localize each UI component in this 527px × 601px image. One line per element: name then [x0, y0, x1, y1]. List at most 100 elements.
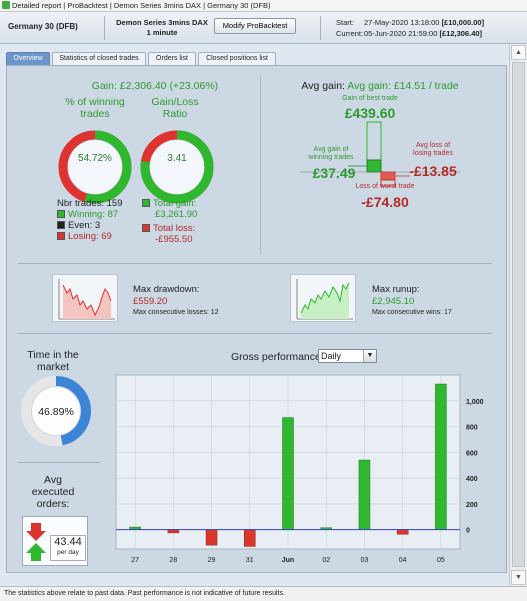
total-loss-label: Total loss:	[153, 223, 196, 234]
time-in-market-value: 46.89%	[38, 406, 74, 418]
y-tick-label: 400	[466, 476, 478, 483]
tab-detailed-report[interactable]: Detailed report	[12, 1, 62, 10]
runup-title: Max runup:	[372, 284, 420, 295]
tab-statistics-closed-trades[interactable]: Statistics of closed trades	[52, 52, 146, 65]
drawdown-title: Max drawdown:	[133, 284, 200, 295]
section-divider	[260, 76, 261, 254]
bar-29[interactable]	[205, 529, 218, 546]
time-in-market-title: Time in the market	[27, 349, 79, 373]
gain-loss-totals: Total gain: £3,261.90 Total loss: -£955.…	[142, 198, 197, 245]
x-tick-label: 27	[131, 557, 139, 564]
start-date: 27-May-2020 13:18:00 [£10,000.00]	[364, 18, 485, 27]
avg-gain-value: Avg gain: £14.51 / trade	[347, 80, 459, 92]
best-trade-label: Gain of best trade	[342, 95, 398, 102]
tab-orders-list[interactable]: Orders list	[148, 52, 196, 65]
total-gain-label: Total gain:	[153, 198, 197, 209]
bar-Jun[interactable]	[282, 417, 294, 530]
drawdown-area	[63, 285, 111, 319]
current-label: Current:	[336, 29, 364, 38]
section-divider	[18, 263, 492, 264]
avg-orders-badge: 43.44 per day	[50, 535, 86, 561]
gain-title: Gain: £2,306.40 (+23.06%)	[91, 80, 219, 92]
current-capital: [£12,306.40]	[439, 29, 483, 38]
winning-legend-icon	[57, 210, 65, 218]
winning-trades-title: % of winning trades	[65, 96, 125, 120]
tab-instrument[interactable]: Germany 30 (DFB)	[207, 1, 271, 10]
period-selected: Daily	[321, 351, 342, 361]
report-header: Germany 30 (DFB) Demon Series 3mins DAX …	[0, 12, 527, 44]
strategy-name-block: Demon Series 3mins DAX 1 minute	[107, 18, 217, 38]
winning-pct: 54.72%	[78, 153, 112, 164]
avg-gain-title: Avg gain: Avg gain: £14.51 / trade	[301, 80, 459, 92]
tab-probacktest[interactable]: ProBacktest	[67, 1, 108, 10]
avg-gain-graphic	[300, 121, 460, 187]
x-tick-label: 28	[169, 557, 177, 564]
tab-overview[interactable]: Overview	[6, 52, 50, 65]
tab-strategy[interactable]: Demon Series 3mins DAX	[113, 1, 202, 10]
winning-count: Winning: 87	[68, 209, 119, 220]
buy-sell-arrows-icon	[26, 523, 46, 561]
worst-trade-label: Loss of worst trade	[355, 183, 415, 190]
y-tick-label: 1,000	[466, 399, 484, 406]
modify-probacktest-button[interactable]: Modify ProBacktest	[214, 18, 296, 34]
losing-count: Losing: 69	[68, 231, 112, 242]
ratio-value: 3.41	[167, 153, 187, 164]
drawdown-chart	[58, 279, 115, 320]
y-tick-label: 200	[466, 502, 478, 509]
even-count: Even: 3	[68, 220, 101, 231]
bar-03[interactable]	[358, 459, 371, 530]
app-icon	[2, 1, 10, 9]
losing-legend-icon	[57, 232, 65, 240]
vertical-scrollbar[interactable]: ▲ ▼	[509, 44, 527, 586]
market-arc	[21, 376, 91, 446]
avg-orders-value: 43.44	[54, 536, 82, 548]
worst-trade-value: -£74.80	[361, 194, 409, 210]
gross-performance-title: Gross performance	[231, 351, 321, 363]
runup-line	[300, 282, 350, 314]
current-date: 05-Jun-2020 21:59:00 [£12,306.40]	[364, 29, 483, 38]
y-tick-label: 800	[466, 425, 478, 432]
gain-arc	[140, 130, 214, 204]
strategy-name: Demon Series 3mins DAX	[116, 18, 208, 27]
avg-loss-bar	[380, 171, 396, 181]
avg-orders-unit: per day	[57, 549, 79, 556]
gain-loss-ratio-title: Gain/Loss Ratio	[151, 96, 199, 120]
x-tick-label: 04	[399, 557, 407, 564]
scroll-thumb[interactable]	[512, 62, 525, 567]
section-divider	[18, 333, 492, 334]
sell-arrow-icon	[26, 523, 46, 541]
runup-value: £2,945.10	[372, 296, 415, 307]
bar-05[interactable]	[435, 383, 447, 530]
avg-win-label: Avg gain of winning trades	[308, 146, 354, 161]
start-label: Start:	[336, 18, 354, 27]
trade-counts: Nbr trades: 159 Winning: 87 Even: 3 Losi…	[57, 198, 122, 242]
runup-area	[301, 283, 349, 319]
y-tick-label: 600	[466, 450, 478, 457]
donut-center	[68, 140, 122, 194]
y-tick-label: 0	[466, 528, 470, 535]
avg-orders-box: 43.44 per day	[22, 516, 88, 566]
header-divider	[104, 16, 105, 40]
period-select[interactable]: Daily ▼	[318, 349, 377, 363]
avg-loss-label: Avg loss of losing trades	[413, 142, 453, 157]
x-tick-label: 02	[322, 557, 330, 564]
scroll-down-button[interactable]: ▼	[511, 570, 526, 585]
start-capital: [£10,000.00]	[441, 18, 485, 27]
bar-04[interactable]	[396, 529, 409, 535]
total-gain-icon	[142, 199, 150, 207]
time-in-market-donut	[21, 376, 91, 446]
even-legend-icon	[57, 221, 65, 229]
nbr-trades: Nbr trades: 159	[57, 198, 123, 209]
bar-31[interactable]	[244, 529, 256, 547]
buy-arrow-icon	[26, 543, 46, 561]
avg-win-bar	[366, 159, 382, 173]
total-gain-value: £3,261.90	[155, 209, 198, 220]
donut-center	[150, 140, 204, 194]
avg-loss-value: -£13.85	[409, 163, 457, 179]
winning-arc	[58, 130, 132, 204]
scroll-up-button[interactable]: ▲	[511, 45, 526, 60]
chevron-down-icon[interactable]: ▼	[363, 350, 376, 362]
tab-closed-positions-list[interactable]: Closed positions list	[198, 52, 276, 65]
strategy-timeframe: 1 minute	[146, 28, 178, 37]
x-tick-label: 31	[246, 557, 254, 564]
